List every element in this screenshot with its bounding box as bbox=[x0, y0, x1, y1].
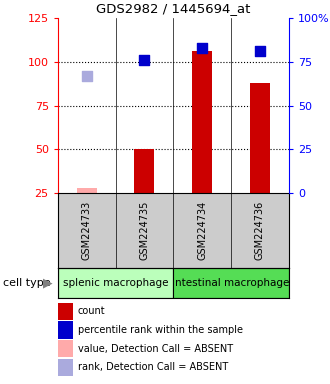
Point bbox=[84, 73, 89, 79]
Text: GSM224736: GSM224736 bbox=[255, 201, 265, 260]
Text: splenic macrophage: splenic macrophage bbox=[63, 278, 168, 288]
Text: intestinal macrophage: intestinal macrophage bbox=[172, 278, 290, 288]
Text: GSM224735: GSM224735 bbox=[139, 201, 149, 260]
Text: ▶: ▶ bbox=[43, 276, 52, 290]
Bar bbox=[134, 149, 154, 193]
Point bbox=[142, 57, 147, 63]
Text: value, Detection Call = ABSENT: value, Detection Call = ABSENT bbox=[78, 344, 233, 354]
Text: rank, Detection Call = ABSENT: rank, Detection Call = ABSENT bbox=[78, 362, 228, 372]
Point bbox=[257, 48, 263, 55]
Text: percentile rank within the sample: percentile rank within the sample bbox=[78, 325, 243, 335]
Bar bbox=[192, 51, 212, 193]
Bar bbox=[58, 268, 173, 298]
Bar bbox=[250, 83, 270, 193]
Text: GSM224734: GSM224734 bbox=[197, 201, 207, 260]
Text: GSM224733: GSM224733 bbox=[82, 201, 92, 260]
Bar bbox=[77, 188, 97, 193]
Bar bbox=[173, 268, 289, 298]
Title: GDS2982 / 1445694_at: GDS2982 / 1445694_at bbox=[96, 3, 250, 15]
Text: count: count bbox=[78, 306, 105, 316]
Point bbox=[199, 45, 205, 51]
Text: cell type: cell type bbox=[3, 278, 51, 288]
